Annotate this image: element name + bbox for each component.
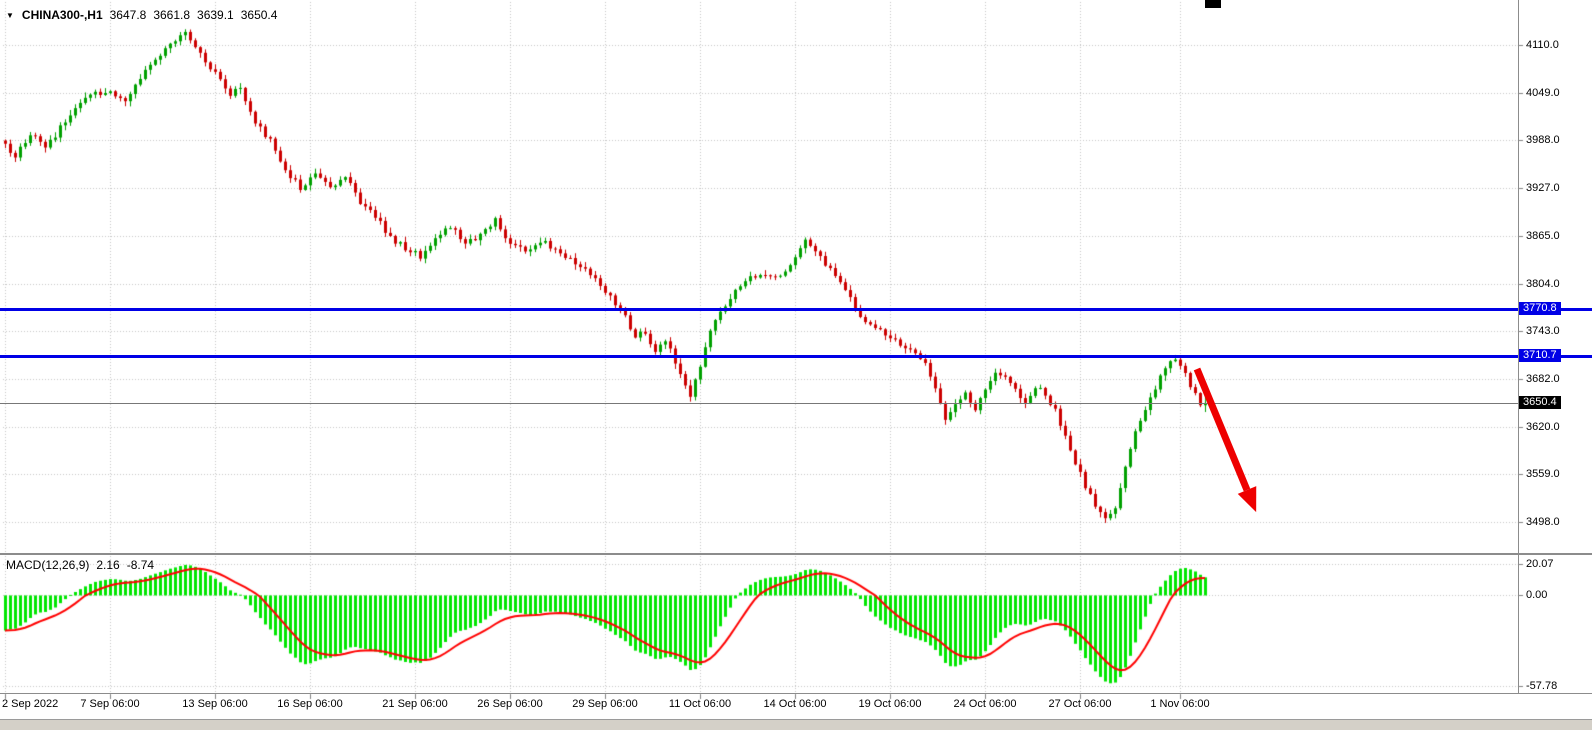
symbol-ohlc-bar: ▼ CHINA300-,H1 3647.8 3661.8 3639.1 3650… bbox=[6, 8, 277, 22]
macd-main-value: 2.16 bbox=[96, 558, 120, 572]
panel-separator-bottom bbox=[0, 693, 1592, 694]
symbol-period-label: CHINA300-,H1 bbox=[21, 8, 103, 22]
ohlc-high: 3661.8 bbox=[153, 8, 191, 22]
macd-signal-value: -8.74 bbox=[126, 558, 155, 572]
macd-name: MACD(12,26,9) bbox=[6, 558, 90, 572]
macd-indicator-label: MACD(12,26,9) 2.16 -8.74 bbox=[6, 558, 154, 572]
window-bottom-strip bbox=[0, 719, 1592, 730]
ohlc-low: 3639.1 bbox=[197, 8, 234, 22]
symbol-dropdown-icon[interactable]: ▼ bbox=[6, 10, 14, 20]
panel-separator-top[interactable] bbox=[0, 553, 1592, 555]
ohlc-open: 3647.8 bbox=[109, 8, 147, 22]
price-axis-separator bbox=[1518, 0, 1519, 694]
chart-shift-marker[interactable] bbox=[1205, 0, 1221, 8]
ohlc-close: 3650.4 bbox=[240, 8, 278, 22]
